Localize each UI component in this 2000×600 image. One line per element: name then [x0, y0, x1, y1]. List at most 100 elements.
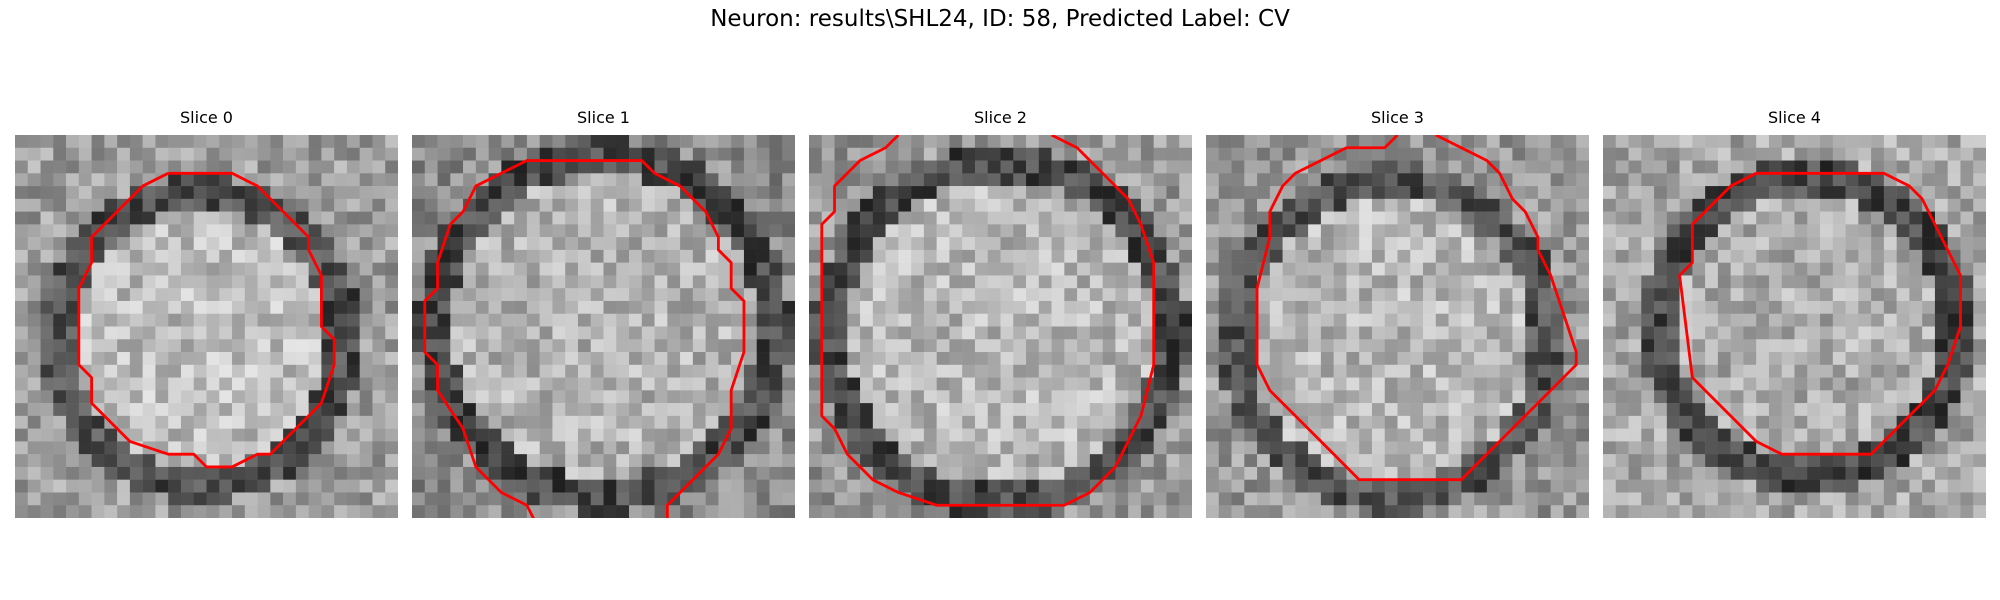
pixel [1499, 275, 1513, 289]
pixel [1654, 364, 1668, 378]
pixel [847, 288, 861, 302]
pixel [475, 224, 489, 238]
pixel [974, 326, 988, 340]
pixel [412, 147, 426, 161]
pixel [334, 160, 348, 174]
pixel [949, 262, 963, 276]
pixel [78, 313, 92, 327]
pixel [1537, 415, 1551, 429]
pixel [257, 364, 271, 378]
pixel [1858, 428, 1872, 442]
pixel [1115, 415, 1129, 429]
pixel [782, 211, 795, 225]
pixel [53, 428, 67, 442]
pixel [1576, 403, 1589, 417]
pixel [526, 352, 540, 366]
pixel [219, 237, 233, 251]
pixel [860, 428, 874, 442]
pixel [27, 237, 41, 251]
slice-panel-3: Slice 3 [1206, 108, 1589, 518]
pixel [412, 415, 426, 429]
pixel [1359, 186, 1373, 200]
pixel [283, 403, 297, 417]
pixel [1641, 135, 1655, 149]
pixel [911, 237, 925, 251]
pixel [1179, 198, 1192, 212]
pixel [1896, 505, 1910, 518]
pixel [603, 173, 617, 187]
pixel [565, 441, 579, 455]
pixel [743, 479, 757, 493]
pixel [1615, 390, 1629, 404]
pixel [1537, 211, 1551, 225]
pixel [577, 173, 591, 187]
pixel [295, 173, 309, 187]
pixel [821, 186, 835, 200]
pixel [27, 479, 41, 493]
pixel [15, 275, 29, 289]
pixel [1705, 415, 1719, 429]
pixel [1153, 339, 1167, 353]
pixel [1858, 288, 1872, 302]
pixel [756, 390, 770, 404]
pixel [860, 505, 874, 518]
pixel [450, 313, 464, 327]
pixel [616, 224, 630, 238]
pixel [1435, 288, 1449, 302]
pixel [1257, 441, 1271, 455]
pixel [1461, 454, 1475, 468]
pixel [1603, 275, 1617, 289]
pixel [104, 147, 118, 161]
pixel [731, 403, 745, 417]
pixel [270, 326, 284, 340]
pixel [257, 441, 271, 455]
pixel [1166, 492, 1180, 506]
pixel [565, 390, 579, 404]
pixel [385, 249, 398, 263]
pixel [654, 160, 668, 174]
pixel [334, 186, 348, 200]
pixel [1128, 275, 1142, 289]
pixel [731, 275, 745, 289]
pixel [346, 237, 360, 251]
pixel [1295, 466, 1309, 480]
pixel [219, 492, 233, 506]
pixel [1206, 288, 1220, 302]
pixel [53, 390, 67, 404]
pixel [1269, 377, 1283, 391]
pixel [565, 466, 579, 480]
pixel [1525, 466, 1539, 480]
segmentation-contour [77, 171, 336, 469]
pixel [1666, 415, 1680, 429]
pixel [1384, 288, 1398, 302]
pixel [1781, 300, 1795, 314]
pixel [1308, 441, 1322, 455]
pixel [1333, 441, 1347, 455]
pixel [1089, 211, 1103, 225]
pixel [1089, 313, 1103, 327]
pixel [1756, 492, 1770, 506]
pixel [1346, 352, 1360, 366]
pixel [1934, 249, 1948, 263]
pixel [1026, 505, 1040, 518]
pixel [1140, 454, 1154, 468]
pixel [1320, 403, 1334, 417]
pixel [1641, 352, 1655, 366]
pixel [424, 224, 438, 238]
pixel [603, 428, 617, 442]
pixel [206, 237, 220, 251]
pixel [1140, 466, 1154, 480]
pixel [987, 339, 1001, 353]
pixel [1384, 224, 1398, 238]
pixel [1807, 415, 1821, 429]
pixel [1743, 160, 1757, 174]
pixel [53, 173, 67, 187]
pixel [475, 288, 489, 302]
pixel [1013, 377, 1027, 391]
pixel [756, 173, 770, 187]
pixel [1628, 454, 1642, 468]
pixel [1474, 479, 1488, 493]
pixel [1397, 352, 1411, 366]
pixel [923, 454, 937, 468]
pixel [1794, 326, 1808, 340]
